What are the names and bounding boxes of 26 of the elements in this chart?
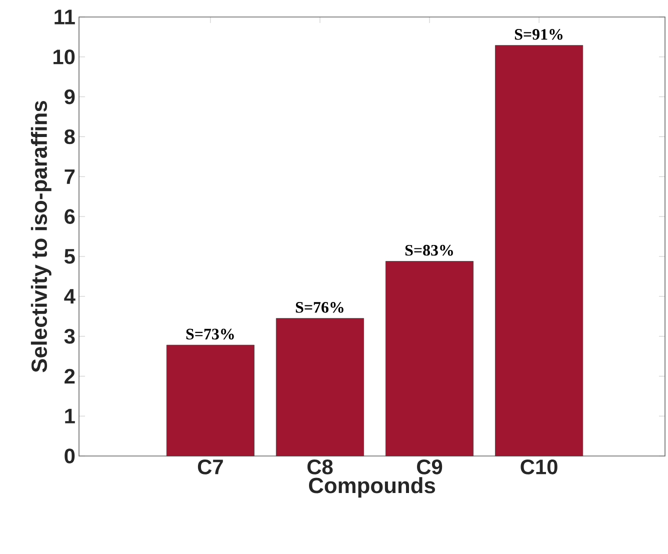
y-tick-label: 2 xyxy=(64,368,75,384)
bar xyxy=(166,344,254,456)
y-tick-label: 6 xyxy=(64,209,75,224)
x-tick-label: C10 xyxy=(520,460,558,474)
y-tick-label: 4 xyxy=(64,289,76,304)
y-tick-label: 3 xyxy=(64,328,75,344)
annotation: S=83% xyxy=(405,244,453,256)
x-tick-label: C7 xyxy=(198,460,223,474)
y-tick-label: 9 xyxy=(64,89,75,104)
y-tick-label: 0 xyxy=(64,448,75,464)
x-tick-label: C8 xyxy=(307,460,333,474)
bar xyxy=(495,45,584,456)
annotation: S=73% xyxy=(186,328,234,340)
y-axis-title: Selectivity to iso-paraffins xyxy=(30,100,52,372)
annotation: S=76% xyxy=(296,302,344,313)
x-tick-label: C9 xyxy=(417,460,442,474)
y-tick-label: 5 xyxy=(64,249,75,264)
y-tick-label: 8 xyxy=(64,129,75,144)
y-tick-label: 11 xyxy=(54,10,75,24)
y-tick-label: 7 xyxy=(64,169,75,184)
annotation: S=91% xyxy=(514,29,562,40)
y-tick-label: 10 xyxy=(54,49,75,64)
bar xyxy=(386,261,474,456)
y-tick-label: 1 xyxy=(65,408,75,424)
bar xyxy=(276,318,364,456)
x-axis-title: Compounds xyxy=(308,477,436,498)
